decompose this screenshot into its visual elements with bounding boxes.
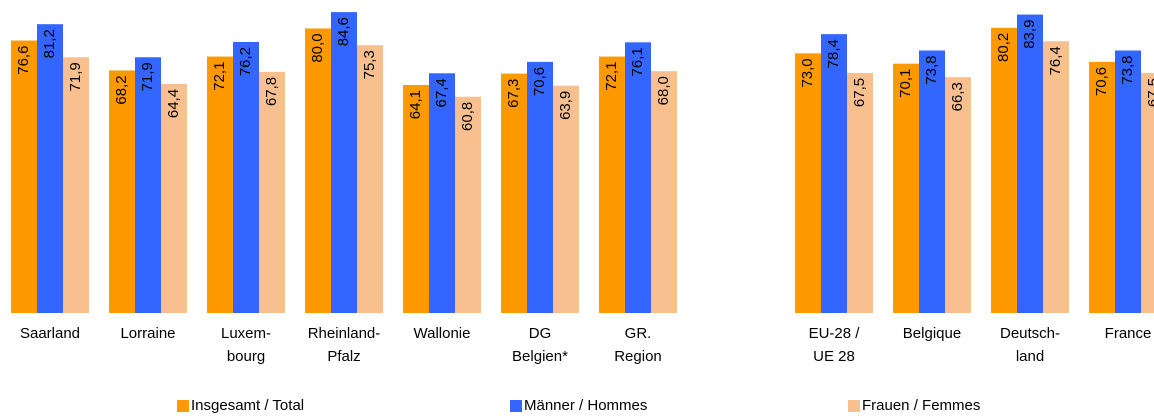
bar: [821, 34, 847, 314]
value-label: 67,8: [263, 77, 280, 106]
value-label: 67,5: [1145, 78, 1154, 107]
bar: [207, 56, 233, 314]
bar: [1043, 41, 1069, 313]
value-label: 76,4: [1047, 46, 1064, 75]
bar: [919, 50, 945, 314]
bar: [625, 42, 651, 313]
value-label: 68,0: [655, 76, 672, 105]
bar: [651, 71, 677, 314]
value-label: 64,1: [407, 90, 424, 119]
legend-label: Insgesamt / Total: [191, 397, 305, 414]
bar: [527, 61, 553, 313]
value-label: 70,6: [1093, 67, 1110, 96]
value-label: 66,3: [949, 82, 966, 111]
legend-swatch: [848, 399, 860, 412]
bar: [161, 83, 187, 313]
bar: [945, 77, 971, 313]
bar: [455, 96, 481, 313]
value-label: 70,6: [531, 67, 548, 96]
bar: [233, 41, 259, 313]
bar: [259, 71, 285, 314]
value-label: 72,1: [603, 62, 620, 91]
bar: [1115, 50, 1141, 314]
value-label: 71,9: [139, 62, 156, 91]
bar: [1089, 61, 1115, 313]
legend-label: Frauen / Femmes: [862, 397, 981, 414]
bar: [403, 85, 429, 313]
bar: [1141, 72, 1154, 314]
x-tick-label: Luxem- bourg: [220, 325, 272, 365]
value-label: 63,9: [557, 91, 574, 120]
bar: [847, 72, 873, 314]
value-label: 73,8: [923, 56, 940, 85]
bar: [135, 57, 161, 314]
x-tick-label: DG Belgien*: [512, 325, 568, 365]
value-label: 80,2: [995, 33, 1012, 62]
value-label: 83,9: [1021, 20, 1038, 49]
value-label: 67,3: [505, 79, 522, 108]
bar: [63, 57, 89, 314]
bar: [357, 45, 383, 313]
bar: [553, 85, 579, 313]
bar: [599, 56, 625, 314]
value-label: 75,3: [361, 50, 378, 79]
value-label: 76,1: [629, 47, 646, 76]
x-tick-label: Belgique: [902, 325, 962, 342]
bar: [11, 40, 37, 313]
bar: [109, 70, 135, 313]
legend-swatch: [510, 399, 522, 412]
bar: [991, 27, 1017, 313]
x-tick-label: EU-28 / UE 28: [808, 325, 860, 365]
legend-item: Männer / Hommes: [510, 397, 647, 414]
bar: [795, 53, 821, 314]
value-label: 76,2: [237, 47, 254, 76]
value-label: 73,0: [799, 58, 816, 87]
x-tick-label: Wallonie: [413, 325, 471, 342]
value-label: 68,2: [113, 75, 130, 104]
value-label: 70,1: [897, 69, 914, 98]
bar: [1017, 14, 1043, 314]
value-label: 84,6: [335, 17, 352, 46]
legend-swatch: [177, 399, 189, 412]
bar: [501, 73, 527, 314]
value-label: 60,8: [459, 102, 476, 131]
value-label: 76,6: [15, 46, 32, 75]
x-tick-label: Deutsch- land: [999, 325, 1061, 365]
value-label: 81,2: [41, 29, 58, 58]
bar: [893, 63, 919, 313]
value-label: 73,8: [1119, 56, 1136, 85]
value-label: 67,5: [851, 78, 868, 107]
value-label: 64,4: [165, 89, 182, 118]
value-label: 72,1: [211, 62, 228, 91]
legend-item: Insgesamt / Total: [177, 397, 304, 414]
x-tick-label: GR. Region: [614, 325, 662, 365]
bar: [305, 28, 331, 313]
legend-label: Männer / Hommes: [524, 397, 648, 414]
x-tick-label: Lorraine: [120, 325, 176, 342]
legend-item: Frauen / Femmes: [848, 397, 980, 414]
bar: [331, 12, 357, 314]
bar: [37, 24, 63, 313]
value-label: 71,9: [67, 62, 84, 91]
x-tick-label: France: [1104, 325, 1152, 342]
x-tick-label: Saarland: [19, 325, 81, 342]
value-label: 67,4: [433, 78, 450, 107]
value-label: 80,0: [309, 33, 326, 62]
bar: [429, 73, 455, 314]
x-tick-label: Rheinland- Pfalz: [307, 325, 381, 365]
value-label: 78,4: [825, 39, 842, 68]
